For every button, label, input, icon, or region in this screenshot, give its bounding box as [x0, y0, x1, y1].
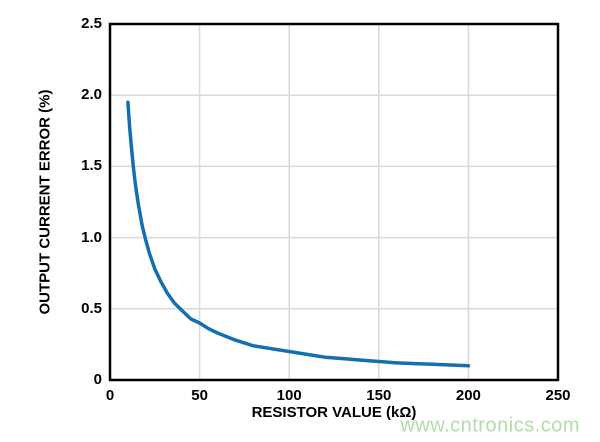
x-axis-title: RESISTOR VALUE (kΩ)	[251, 404, 417, 421]
data-line-output-current-error	[126, 100, 471, 368]
y-tick-label: 2.5	[81, 15, 102, 32]
watermark: www.cntronics.com	[400, 414, 580, 437]
x-tick-label: 0	[105, 387, 115, 404]
y-tick-label: 1.0	[81, 228, 102, 246]
x-tick-label: 150	[366, 387, 392, 404]
x-tick-label: 50	[191, 387, 208, 404]
x-tick-label: 100	[276, 387, 302, 404]
y-tick-label: 0	[93, 371, 102, 388]
y-axis-title: OUTPUT CURRENT ERROR (%)	[36, 89, 54, 315]
x-tick-label: 200	[455, 387, 481, 404]
y-tick-label: 2.0	[81, 86, 102, 104]
x-tick-label: 250	[545, 387, 571, 404]
plot-border	[108, 22, 560, 382]
y-tick-label: 1.5	[81, 157, 102, 175]
y-tick-label: 0.5	[81, 299, 102, 317]
